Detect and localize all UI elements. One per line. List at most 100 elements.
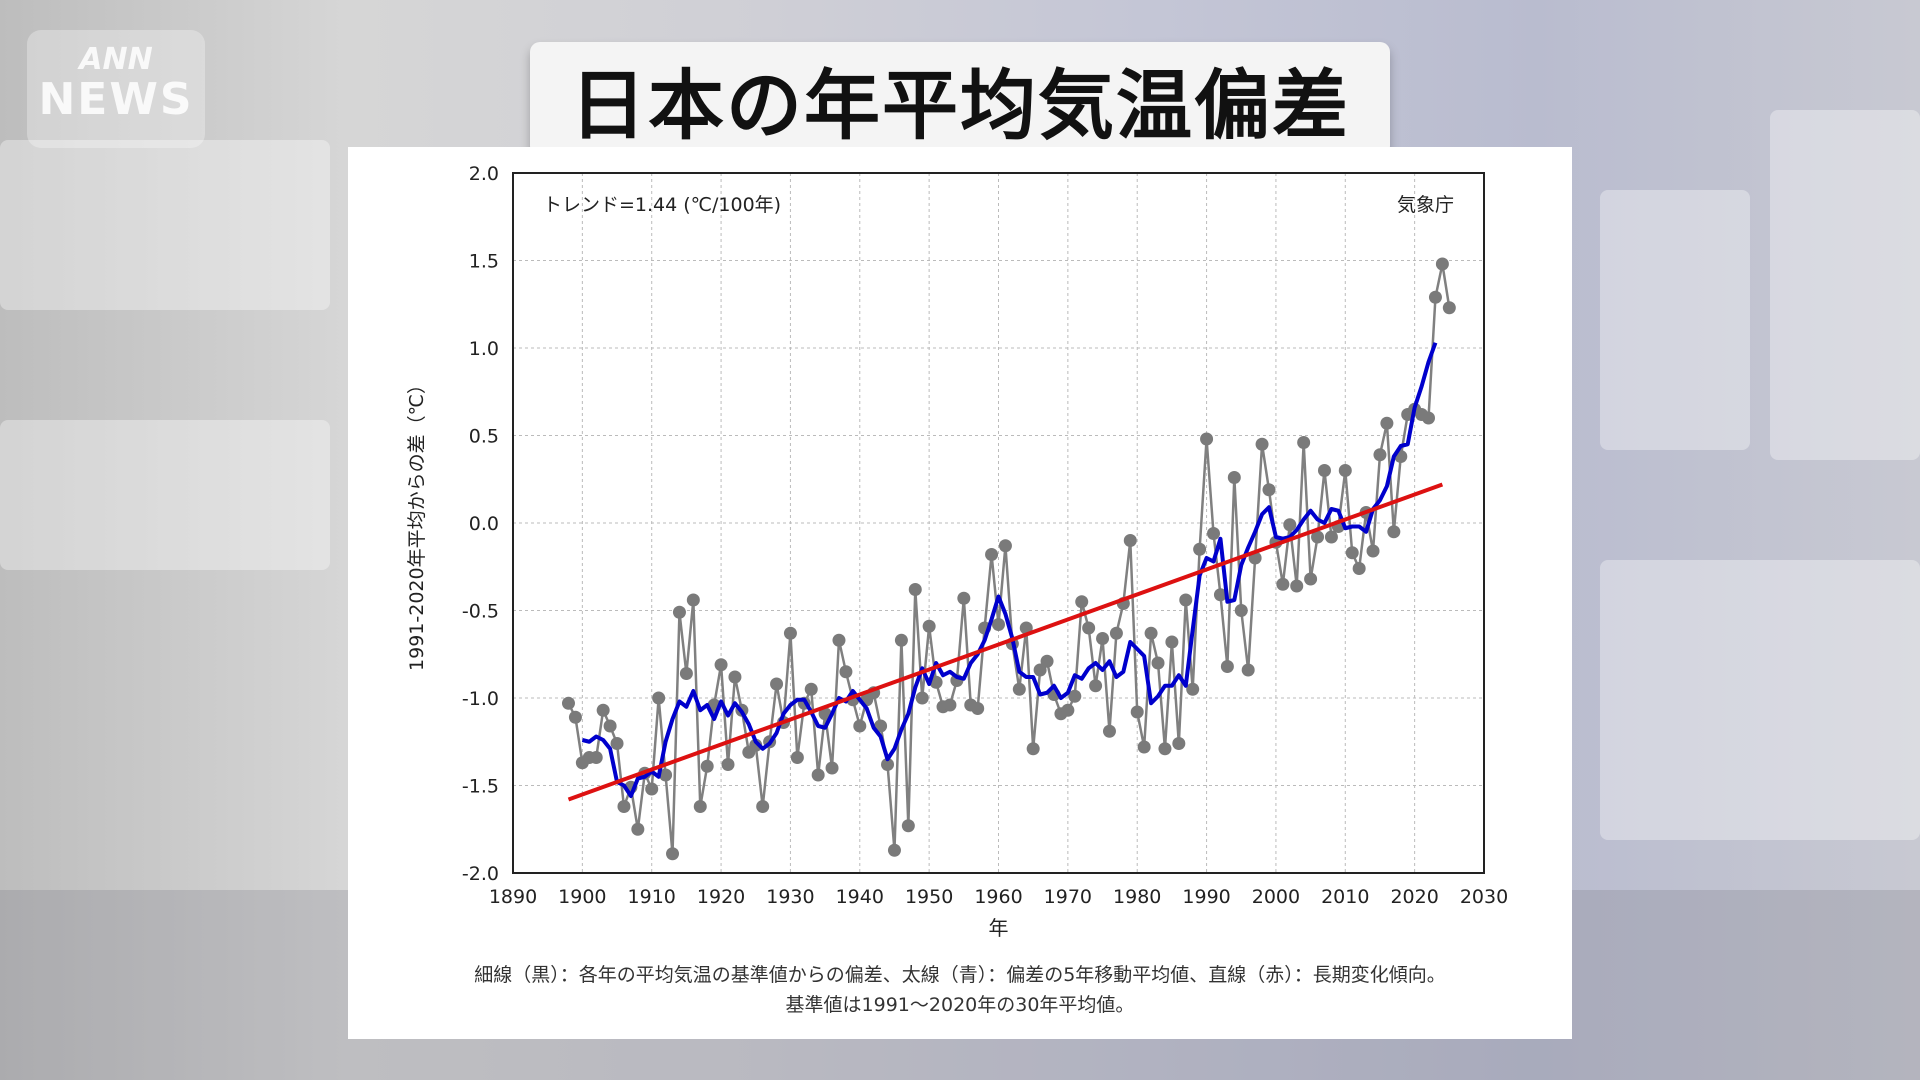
plot-frame — [512, 172, 1485, 874]
page-title: 日本の年平均気温偏差 — [570, 61, 1350, 150]
annual-anomaly-point — [1297, 436, 1311, 449]
title-banner: 日本の年平均気温偏差 — [530, 42, 1390, 156]
annual-anomaly-point — [1345, 546, 1359, 560]
annual-anomaly-point — [1033, 663, 1047, 677]
annual-anomaly-point — [957, 591, 971, 605]
x-tick-label: 1970 — [1044, 886, 1092, 908]
annual-anomaly-point — [783, 626, 797, 640]
y-tick-label: 1.5 — [469, 251, 499, 273]
annual-anomaly-point — [985, 548, 999, 561]
annual-anomaly-point — [811, 768, 825, 782]
annual-anomaly-point — [1068, 689, 1082, 703]
x-tick-label: 1920 — [697, 886, 745, 908]
annual-anomaly-point — [603, 719, 617, 733]
annual-anomaly-point — [1290, 579, 1304, 593]
y-tick-label: 0.5 — [469, 426, 499, 448]
annual-anomaly-point — [721, 758, 735, 771]
annual-anomaly-point — [1151, 656, 1165, 670]
logo-line-2: NEWS — [38, 74, 194, 125]
annual-anomaly-point — [1207, 527, 1221, 540]
moving-average-line — [581, 342, 1438, 798]
annual-anomaly-point — [596, 703, 610, 717]
annual-anomaly-point — [887, 843, 901, 857]
annual-anomaly-point — [1220, 660, 1234, 673]
annual-anomaly-point — [1102, 724, 1116, 738]
annual-anomaly-point — [832, 633, 846, 647]
x-tick-label: 1930 — [766, 886, 814, 908]
source-label: 気象庁 — [1397, 194, 1454, 216]
annual-anomaly-point — [749, 738, 763, 752]
y-tick-label: 0.0 — [469, 513, 499, 535]
annual-anomaly-point — [790, 751, 804, 764]
annual-anomaly-point — [1241, 663, 1255, 677]
annual-anomaly-point — [908, 583, 922, 596]
annual-anomaly-point — [1352, 562, 1366, 575]
x-tick-label: 1990 — [1182, 886, 1230, 908]
channel-logo: ANN NEWS — [27, 30, 205, 148]
annual-anomaly-point — [1172, 737, 1186, 750]
caption-line-1: 細線（黒）：各年の平均気温の基準値からの偏差、太線（青）：偏差の5年移動平均値、… — [474, 964, 1446, 986]
y-tick-label: -1.5 — [462, 776, 499, 798]
annual-anomaly-point — [915, 691, 929, 705]
x-tick-label: 1890 — [489, 886, 537, 908]
annual-anomaly-point — [1040, 654, 1054, 668]
annual-anomaly-point — [659, 768, 673, 782]
annual-anomaly-point — [1082, 621, 1096, 635]
trend-line — [567, 482, 1444, 802]
annual-anomaly-point — [652, 691, 666, 705]
annual-anomaly-point — [901, 819, 915, 833]
x-axis-label: 年 — [989, 916, 1009, 940]
annual-anomaly-point — [881, 758, 895, 771]
series-layer — [561, 257, 1456, 861]
y-tick-label: -1.0 — [462, 688, 499, 710]
annual-anomaly-point — [1311, 530, 1325, 544]
annual-anomaly-point — [1428, 290, 1442, 304]
background-panel — [0, 140, 330, 310]
annual-anomaly-point — [894, 633, 908, 647]
annual-anomaly-point — [1387, 525, 1401, 539]
chart-panel: 1890 1900 1910 1920 1930 1940 1950 1960 1970 1980… — [348, 147, 1572, 1039]
annual-anomaly-point — [693, 800, 707, 813]
annual-anomaly-point — [1373, 448, 1387, 462]
annual-anomaly-point — [825, 761, 839, 775]
annual-anomaly-point — [672, 605, 686, 619]
y-tick-label: 1.0 — [469, 338, 499, 360]
annual-anomaly-point — [645, 782, 659, 796]
annual-anomaly-point — [617, 800, 631, 813]
annual-anomaly-point — [631, 822, 645, 836]
background-panel — [1600, 560, 1920, 840]
annual-anomaly-point — [922, 619, 936, 633]
annual-anomaly-point — [1366, 544, 1380, 558]
annual-anomaly-point — [1186, 682, 1200, 696]
y-tick-label: -2.0 — [462, 863, 499, 885]
x-tick-label: 2020 — [1390, 886, 1438, 908]
background-panel — [0, 420, 330, 570]
annual-anomaly-point — [666, 847, 680, 861]
annual-anomaly-point — [728, 670, 742, 684]
annual-anomaly-point — [1096, 632, 1110, 645]
annual-anomaly-point — [1144, 626, 1158, 640]
annual-anomaly-point — [700, 759, 714, 773]
annual-anomaly-point — [971, 702, 985, 715]
annual-anomaly-point — [1422, 411, 1436, 425]
annual-anomaly-point — [1200, 432, 1214, 446]
annual-anomaly-point — [1442, 301, 1456, 315]
annual-anomaly-point — [1234, 604, 1248, 617]
annual-anomaly-point — [1276, 577, 1290, 591]
annual-anomaly-point — [1075, 595, 1089, 609]
annual-anomaly-point — [770, 677, 784, 691]
annual-anomaly-point — [1338, 464, 1352, 477]
background-panel — [1600, 190, 1750, 450]
annual-anomaly-point — [714, 658, 728, 672]
annual-anomaly-point — [1158, 742, 1172, 756]
annual-anomaly-point — [1026, 742, 1040, 756]
annual-anomaly-point — [756, 800, 770, 813]
annual-anomaly-point — [1317, 464, 1331, 477]
x-tick-label: 1940 — [836, 886, 884, 908]
x-tick-label: 1910 — [628, 886, 676, 908]
annual-anomaly-point — [804, 682, 818, 696]
x-tick-label: 2030 — [1460, 886, 1508, 908]
annual-anomaly-point — [1130, 705, 1144, 719]
annual-anomaly-point — [1193, 542, 1207, 556]
x-tick-label: 1950 — [905, 886, 953, 908]
